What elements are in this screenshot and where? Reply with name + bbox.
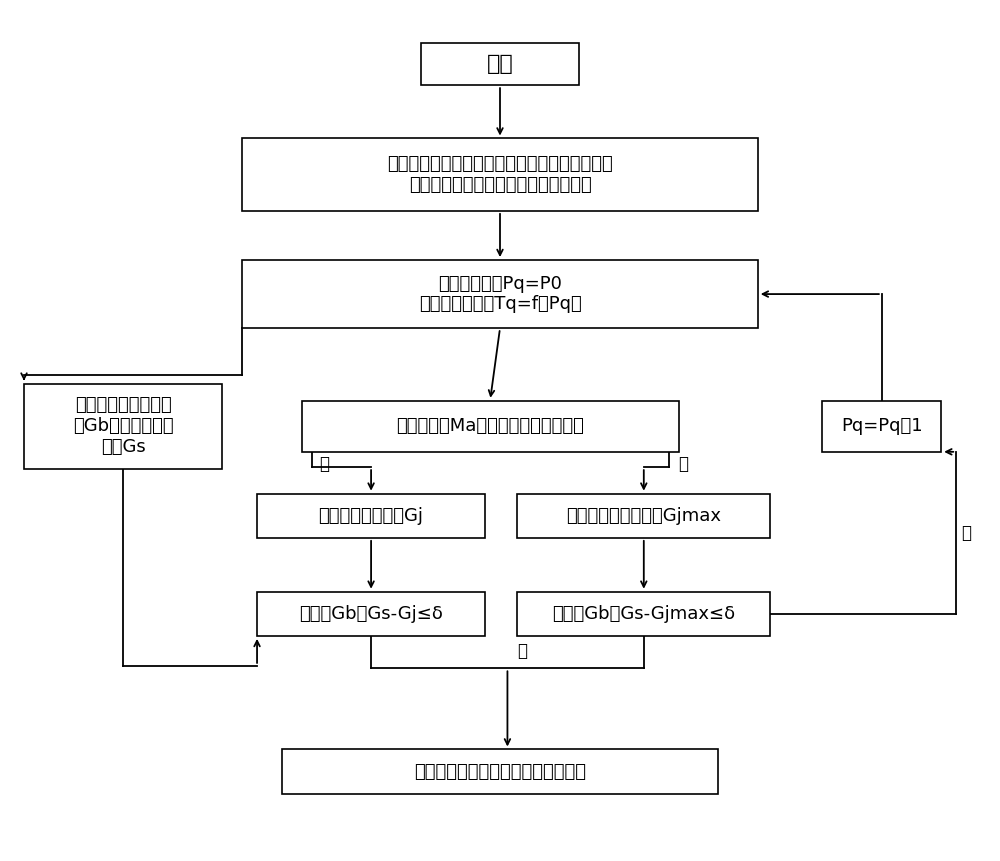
Text: 是: 是 (517, 641, 527, 660)
Bar (517, 493, 770, 538)
Bar (822, 400, 941, 452)
Text: 开始: 开始 (487, 54, 513, 74)
Text: 计算节流孔通风量Gj: 计算节流孔通风量Gj (319, 507, 424, 524)
Text: 是: 是 (678, 455, 688, 474)
Bar (24, 384, 222, 469)
Text: 计算节流孔Ma，判断节流孔是否堆塞: 计算节流孔Ma，判断节流孔是否堆塞 (396, 418, 584, 436)
Bar (517, 592, 770, 636)
Text: 计算节流孔堆塞流量Gjmax: 计算节流孔堆塞流量Gjmax (566, 507, 721, 524)
Bar (302, 400, 678, 452)
Bar (257, 592, 485, 636)
Text: Pq=Pq＋1: Pq=Pq＋1 (841, 418, 923, 436)
Bar (242, 139, 758, 211)
Text: 输入结构参数和边界条件：结构、各状态下的篹
齿前、石墨前和节流孔后的压力、温度: 输入结构参数和边界条件：结构、各状态下的篹 齿前、石墨前和节流孔后的压力、温度 (387, 155, 613, 194)
Text: 否: 否 (961, 523, 971, 542)
Bar (282, 749, 718, 794)
Text: 计算：篹齿泄漏量之
和Gb、石墨泄漏量
之和Gs: 计算：篹齿泄漏量之 和Gb、石墨泄漏量 之和Gs (73, 396, 173, 456)
Text: 比较：Gb＋Gs-Gj≤δ: 比较：Gb＋Gs-Gj≤δ (299, 604, 443, 623)
Bar (257, 493, 485, 538)
Text: 输出：腔压、腔温；节流孔是否堆塞: 输出：腔压、腔温；节流孔是否堆塞 (414, 763, 586, 781)
Bar (242, 260, 758, 328)
Text: 比较：Gb＋Gs-Gjmax≤δ: 比较：Gb＋Gs-Gjmax≤δ (552, 604, 735, 623)
Text: 赋初値：腔压Pq=P0
由公式计算腔温Tq=f（Pq）: 赋初値：腔压Pq=P0 由公式计算腔温Tq=f（Pq） (419, 275, 581, 313)
Text: 否: 否 (320, 455, 330, 474)
Bar (421, 42, 579, 85)
